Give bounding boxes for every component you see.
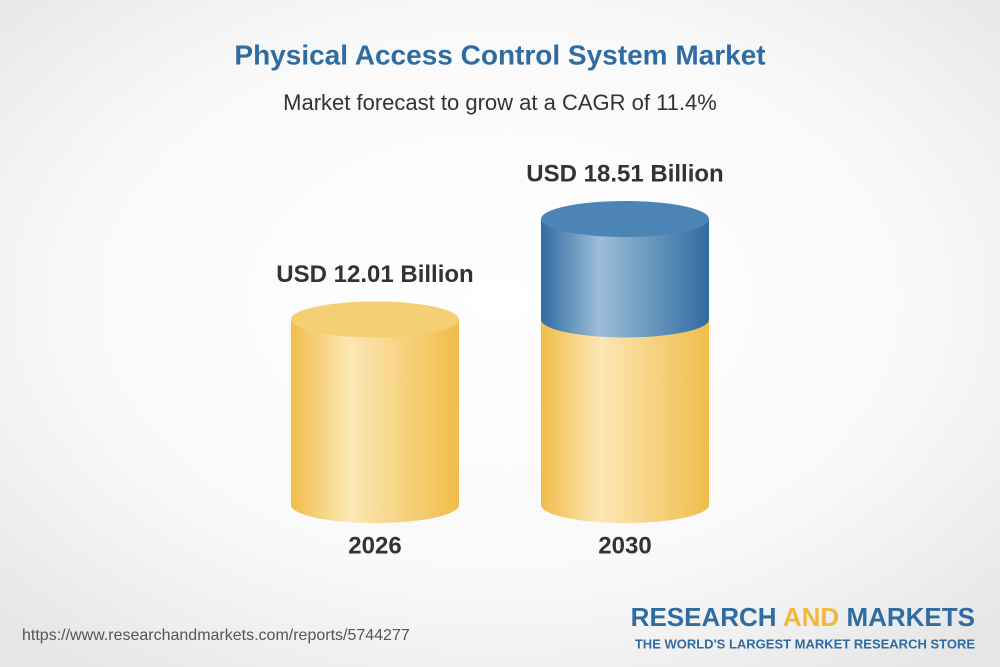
logo-word: RESEARCH — [631, 602, 777, 632]
cylinder-bottom — [541, 301, 709, 338]
value-label: USD 18.51 Billion — [526, 160, 723, 187]
cylinder-body — [541, 319, 709, 505]
cylinder — [291, 301, 459, 523]
x-tick-label: 2026 — [348, 532, 401, 559]
cylinder-bottom — [291, 487, 459, 523]
value-label: USD 12.01 Billion — [276, 261, 473, 288]
source-url: https://www.researchandmarkets.com/repor… — [22, 627, 410, 644]
logo-word: AND — [783, 602, 839, 632]
cylinder-body — [291, 319, 459, 505]
plot: USD 12.01 Billion 2026 USD 18.51 Billion 20… — [276, 160, 723, 559]
chart-subtitle: Market forecast to grow at a CAGR of 11.… — [283, 90, 717, 115]
cylinder-top — [291, 301, 459, 338]
logo-word: MARKETS — [846, 602, 975, 632]
cylinder-bottom — [541, 487, 709, 523]
cylinder-top — [541, 201, 709, 238]
cylinder — [541, 201, 709, 523]
logo-tagline: THE WORLD'S LARGEST MARKET RESEARCH STOR… — [635, 636, 975, 651]
logo: RESEARCH AND MARKETS — [631, 602, 975, 632]
chart-title: Physical Access Control System Market — [234, 39, 765, 70]
x-tick-label: 2030 — [598, 532, 651, 559]
